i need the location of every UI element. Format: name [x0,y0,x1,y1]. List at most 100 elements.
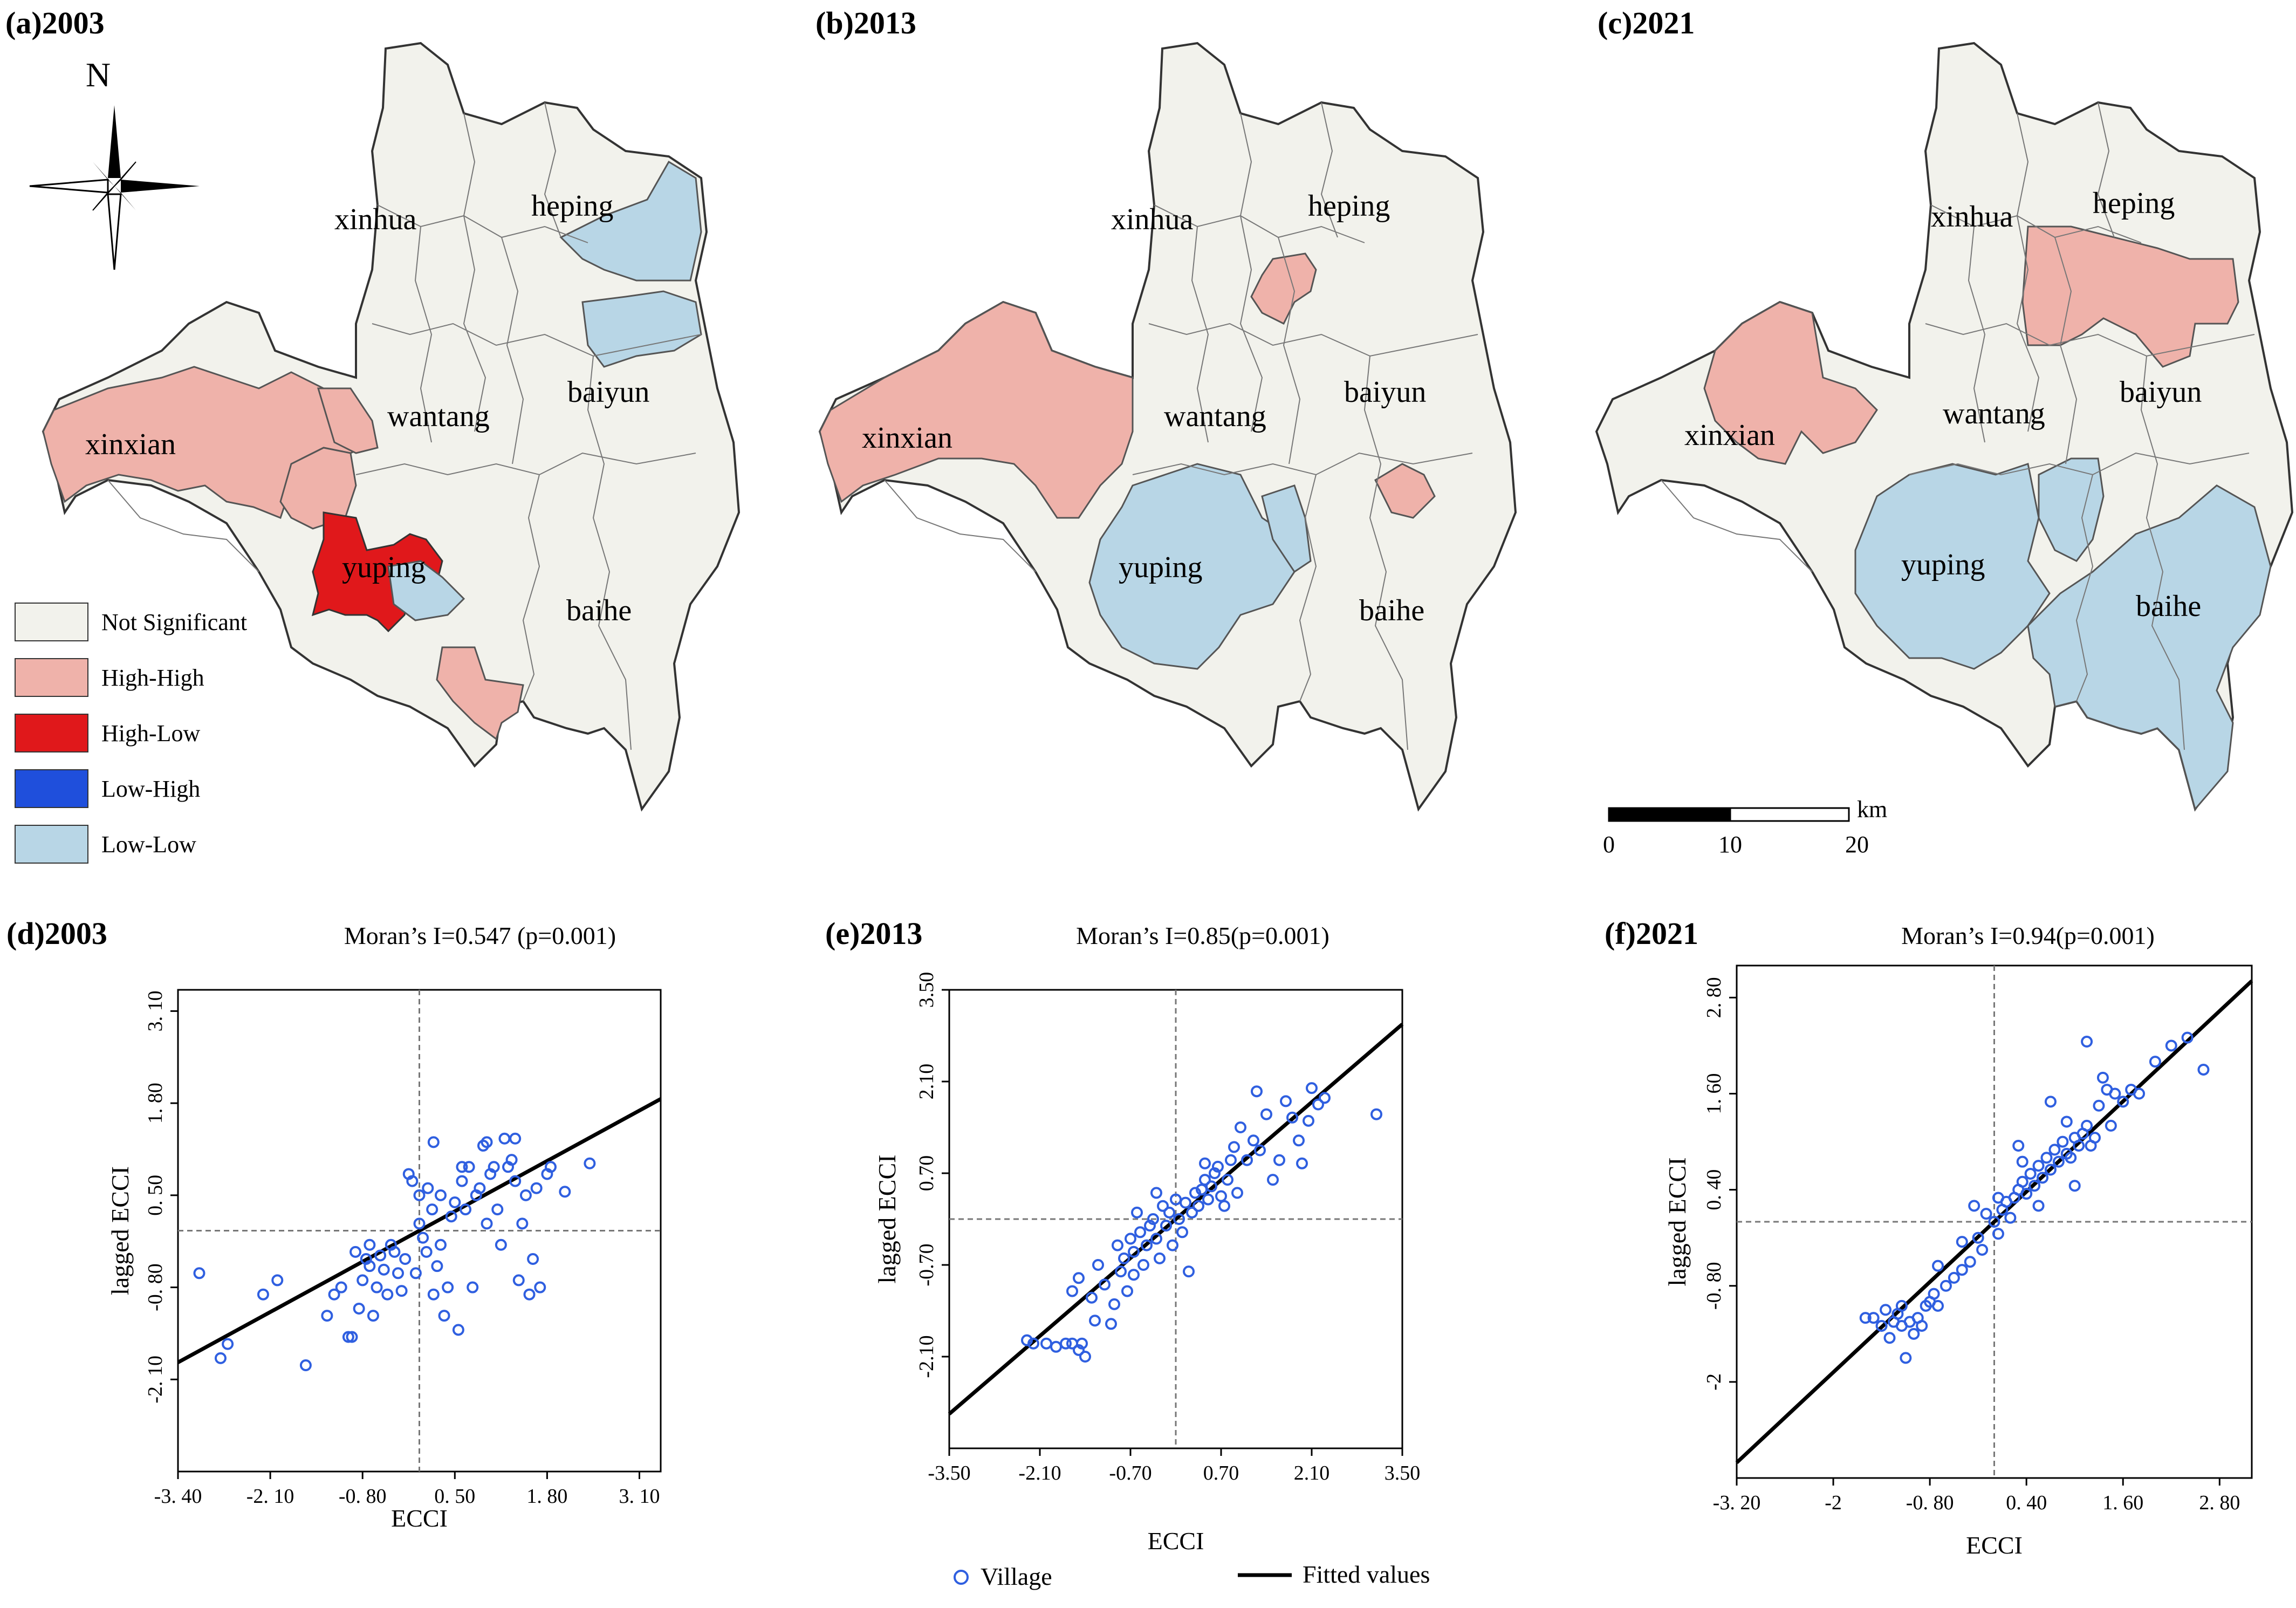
chart-e-village-point [1147,1213,1159,1225]
ll-baihe [2027,484,2272,811]
chart-e-village-point [1218,1200,1230,1212]
chart-e-village-point [1073,1344,1085,1356]
chart-f-y-tick-label: 1. 60 [1703,1073,1725,1114]
chart-d-village-point [559,1186,571,1198]
chart-d-village-point [299,1359,312,1372]
chart-e-x-tick-label: 0.70 [1203,1462,1239,1484]
chart-f-village-point [2096,1071,2109,1084]
town-label-wantang: wantang [387,400,490,433]
chart-d-village-point [434,1238,447,1251]
chart-d-village-point [335,1281,347,1294]
moran-scatter-2003: (d)2003 Moran’s I=0.547 (p=0.001) -3. 40 -2… [6,916,662,1532]
chart-d-village-point [584,1157,596,1169]
hh-xinxian-central [1703,301,1878,465]
chart-d-village-point [452,1324,464,1336]
chart-f-x-axis-title: ECCI [1966,1531,2023,1559]
chart-d-village-point [431,1260,443,1272]
town-label-wantang: wantang [1164,400,1266,433]
chart-f-x-tick-label: 1. 60 [2102,1491,2143,1514]
chart-d-village-point [357,1274,369,1287]
chart-e-village-point [1212,1160,1224,1173]
map-2003-label: (a)2003 [5,5,105,40]
chart-d-village-point [467,1281,479,1294]
chart-e-village-point [1183,1265,1195,1278]
chart-e-y-tick-label: 0.70 [915,1155,938,1192]
chart-d-village-point [371,1281,383,1294]
chart-d-village-point [349,1246,362,1258]
map-2021-label: (c)2021 [1598,5,1695,40]
chart-e-village-point [1267,1174,1279,1186]
north-arrow-east-point [121,180,200,193]
chart-f-village-point [1964,1256,1976,1268]
chart-d-village-point [364,1238,376,1251]
chart-d-y-tick-label: 1. 80 [144,1083,167,1124]
ll-wantang-east [2038,457,2105,562]
scale-bar-tick-20: 20 [1845,831,1869,858]
village-boundaries [107,102,702,750]
chart-e-village-point [1199,1157,1211,1169]
chart-f-village-point [2012,1139,2025,1152]
legend-label-low-high: Low-High [101,776,200,802]
chart-e-x-tick-label: -3.50 [928,1462,970,1484]
chart-d-village-point [505,1154,518,1166]
chart-f-village-point [1956,1264,1968,1276]
chart-f-village-point [1956,1236,1968,1248]
chart-f-village-point [2052,1155,2065,1168]
chart-f-village-point [2040,1152,2053,1164]
chart-d-village-point [449,1196,461,1208]
chart-d-village-point [495,1238,507,1251]
town-label-wantang: wantang [1943,397,2045,430]
chart-d-x-tick-label: -3. 40 [154,1485,202,1508]
chart-f-village-point [2016,1175,2028,1188]
chart-f-village-point [2032,1200,2045,1212]
chart-f-y-tick-label: 2. 80 [1703,977,1725,1018]
hh-wantang-west [317,387,379,454]
chart-d-x-axis-title: ECCI [391,1504,448,1532]
chart-e-y-axis-title: lagged ECCI [873,1155,901,1284]
chart-e-village-point [1027,1337,1039,1350]
legend-label-low-low: Low-Low [101,831,196,858]
chart-e-village-point [1163,1206,1175,1219]
chart-e-village-point [1092,1259,1104,1271]
chart-d-village-point [481,1136,493,1148]
chart-d-village-point [222,1338,234,1350]
town-label-xinhua: xinhua [334,203,417,236]
hh-xinxian [819,301,1134,519]
chart-f-village-point [2060,1116,2073,1128]
chart-e-village-point [1180,1196,1191,1209]
chart-f-village-point [2057,1135,2069,1148]
chart-d-village-point [544,1161,557,1173]
village-boundaries [884,102,1478,750]
chart-e-village-point [1280,1095,1292,1107]
chart-d-village-point [434,1189,447,1201]
chart-f-village-point [2081,1119,2093,1132]
chart-e-village-point [1073,1272,1085,1284]
town-label-xinxian: xinxian [862,421,952,455]
town-label-xinxian: xinxian [85,428,176,461]
chart-d-village-point [519,1189,532,1201]
legend: Not Significant High-High High-Low Low-High… [15,603,247,864]
chart-f-village-point [2024,1167,2037,1180]
legend-label-not-significant: Not Significant [101,609,247,635]
chart-e-village-point [1115,1265,1127,1278]
chart-e-village-point [1319,1092,1331,1104]
chart-f-village-point [2081,1036,2093,1048]
scale-bar-black-segment [1608,807,1731,822]
chart-f-village-point [2028,1180,2041,1192]
chart-d-village-point [477,1139,489,1152]
chart-e-village-point [1215,1190,1227,1202]
chart-d-village-point [456,1161,468,1173]
chart-f-y-axis-title: lagged ECCI [1663,1158,1691,1287]
chart-f-village-point [1875,1319,1888,1332]
chart-d-village-point [463,1161,475,1173]
chart-f-x-tick-label: -2 [1825,1491,1842,1514]
legend-village-marker [954,1570,969,1585]
chart-e-village-point [1121,1285,1133,1297]
chart-d-y-tick-label: -0. 80 [144,1263,167,1311]
chart-d-village-point [442,1281,454,1294]
moran-scatter-2021: (f)2021 Moran’s I=0.94(p=0.001) -3. 20 -2 -0… [1605,916,2253,1559]
chart-e-village-point [1050,1340,1062,1353]
ll-wantang-southeast [1261,484,1312,573]
chart-d-village-point [353,1302,365,1315]
